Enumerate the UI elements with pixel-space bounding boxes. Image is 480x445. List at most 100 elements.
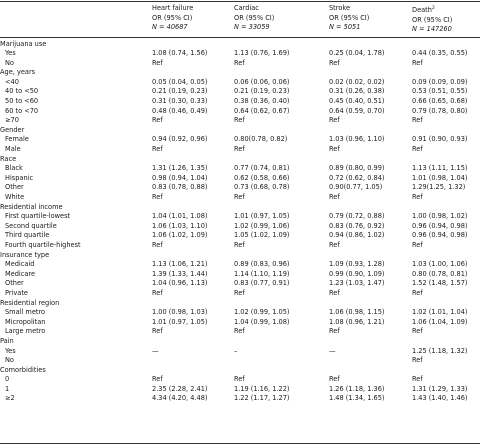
row-label: No [5,356,14,365]
odds-ratio-cell: 2.35 (2.28, 2.41) [152,384,208,393]
odds-ratio-cell: Ref [329,193,340,201]
odds-ratio-cell: 1.04 (0.99, 1.08) [234,317,290,326]
section-label: Race [0,154,17,163]
row-label: Private [5,288,28,297]
row-label: ≥2 [5,394,15,403]
odds-ratio-cell: Ref [329,288,340,297]
table-row: Male Ref Ref Ref Ref [0,146,480,156]
odds-ratio-cell: 0.96 (0.94, 0.98) [412,231,468,240]
column-header-stroke: Stroke OR (95% CI) N = 5051 [329,4,439,33]
odds-ratio-cell: 0.73 (0.68, 0.78) [234,183,290,192]
odds-ratio-cell: 0.83 (0.77, 0.91) [234,279,290,288]
row-label: Second quartile [5,221,57,230]
row-label: Other [5,183,24,192]
odds-ratio-cell: 0.80 (0.78, 0.81) [412,269,468,278]
odds-ratio-cell: 0.09 (0.09, 0.09) [412,77,468,86]
odds-ratio-cell: Ref [152,375,163,384]
row-label: ≥70 [5,116,19,125]
odds-ratio-cell: 0.89 (0.83, 0.96) [234,260,290,269]
column-title: Cardiac [234,4,259,12]
odds-ratio-cell: 0.38 (0.36, 0.40) [234,97,290,106]
table-row: Third quartile 1.06 (1.02, 1.09) 1.05 (1.0… [0,232,480,242]
section-header-row: Pain [0,338,480,348]
row-label: Large metro [5,327,46,336]
section-label: Marijuana use [0,39,47,48]
section-label: Comorbidities [0,365,46,374]
row-label: 1 [5,384,10,393]
row-label: <40 [5,77,19,86]
odds-ratio-cell: 0.05 (0.04, 0.05) [152,77,208,86]
odds-ratio-cell: 0.91 (0.90, 0.93) [412,135,468,144]
table-row: Yes — – — 1.25 (1.18, 1.32) [0,346,480,358]
odds-ratio-cell: 1.22 (1.17, 1.27) [234,394,290,403]
column-header-cardiac: Cardiac OR (95% CI) N = 33059 [234,4,344,33]
section-header-row: Race [0,156,480,166]
odds-ratio-cell: Ref [412,375,423,384]
section-label: Age, years [0,68,36,77]
odds-ratio-cell: 1.14 (1.10, 1.19) [234,269,290,278]
odds-ratio-cell: 0.25 (0.04, 1.78) [329,49,385,58]
odds-ratio-cell: Ref [152,145,163,154]
odds-ratio-cell: 1.06 (1.03, 1.10) [152,221,208,230]
odds-ratio-cell: – [234,346,238,355]
odds-ratio-cell: 1.06 (1.04, 1.09) [412,317,468,326]
table-row: Medicaid 1.13 (1.06, 1.21) 0.89 (0.83, 0.9… [0,261,480,271]
odds-ratio-cell: 1.25 (1.18, 1.32) [412,346,468,355]
table-row: White Ref Ref Ref Ref [0,194,480,204]
odds-ratio-cell: 0.44 (0.35, 0.55) [412,49,468,58]
odds-ratio-cell: — [329,346,336,355]
odds-ratio-cell: 1.09 (0.93, 1.28) [329,260,385,269]
odds-ratio-cell: 0.72 (0.62, 0.84) [329,173,385,182]
row-label: Yes [5,346,16,355]
table-body: Marijuana use Yes 1.08 (0.74, 1.56) 1.13 (0… [0,39,480,406]
odds-ratio-cell: 1.08 (0.96, 1.21) [329,317,385,326]
table-row: Yes 1.08 (0.74, 1.56) 1.13 (0.76, 1.69) 0.2… [0,50,480,60]
odds-ratio-cell: 0.45 (0.40, 0.51) [329,97,385,106]
column-header-death: Death2 OR (95% CI) N = 147260 [412,4,480,35]
column-title: Heart failure [152,4,194,12]
header-rule [0,37,480,38]
odds-ratio-cell: 1.04 (0.96, 1.13) [152,279,208,288]
odds-ratio-cell: Ref [412,58,423,67]
odds-ratio-cell: 1.02 (1.01, 1.04) [412,308,468,317]
row-label: Black [5,164,23,173]
odds-ratio-cell: 0.66 (0.65, 0.68) [412,97,468,106]
section-header-row: Marijuana use [0,39,480,51]
odds-ratio-cell: Ref [412,288,423,297]
column-header-heart-failure: Heart failure OR (95% CI) N = 40687 [152,4,262,33]
section-header-row: Residential income [0,202,480,214]
column-title: Stroke [329,4,351,12]
column-stat-label: OR (95% CI) [329,13,370,22]
row-label: Yes [5,49,16,58]
footnote-marker: 2 [431,6,435,11]
odds-ratio-cell: Ref [234,327,245,336]
odds-ratio-cell: 1.08 (0.74, 1.56) [152,49,208,58]
section-header-row: Comorbidities [0,367,480,377]
odds-ratio-cell: 1.43 (1.40, 1.46) [412,394,468,403]
table-row: 40 to <50 0.21 (0.19, 0.23) 0.21 (0.19, 0.… [0,88,480,98]
table-row: First quartile-lowest 1.04 (1.01, 1.08) 1.… [0,213,480,223]
table-bottom-rule [0,443,480,444]
odds-ratio-cell: Ref [412,145,423,154]
odds-ratio-cell: Ref [412,327,423,336]
odds-ratio-cell: 0.77 (0.74, 0.81) [234,164,290,173]
odds-ratio-cell: 0.53 (0.51, 0.55) [412,87,468,96]
column-sample-size: N = 5051 [329,23,361,32]
odds-ratio-cell: 1.52 (1.48, 1.57) [412,279,468,288]
table-row: Other 1.04 (0.96, 1.13) 0.83 (0.77, 0.91) 1… [0,280,480,290]
row-label: Other [5,279,24,288]
table-row: ≥70 Ref Ref Ref Ref [0,117,480,127]
table-row: Large metro Ref Ref Ref Ref [0,328,480,338]
odds-ratio-cell: Ref [152,327,163,336]
column-title-text: Death [412,6,432,15]
row-label: 60 to <70 [5,106,39,115]
odds-ratio-cell: 1.19 (1.16, 1.22) [234,384,290,393]
table-row: Other 0.83 (0.78, 0.88) 0.73 (0.68, 0.78) 0… [0,184,480,194]
table-row: Second quartile 1.06 (1.03, 1.10) 1.02 (0.… [0,223,480,233]
odds-ratio-cell: 1.01 (0.97, 1.05) [152,317,208,326]
odds-ratio-cell: 1.06 (0.98, 1.15) [329,308,385,317]
section-label: Residential income [0,202,63,211]
table-row: Black 1.31 (1.26, 1.35) 0.77 (0.74, 0.81) 0… [0,165,480,175]
table-row: Micropolitan 1.01 (0.97, 1.05) 1.04 (0.99,… [0,319,480,329]
odds-ratio-cell: Ref [329,375,340,384]
